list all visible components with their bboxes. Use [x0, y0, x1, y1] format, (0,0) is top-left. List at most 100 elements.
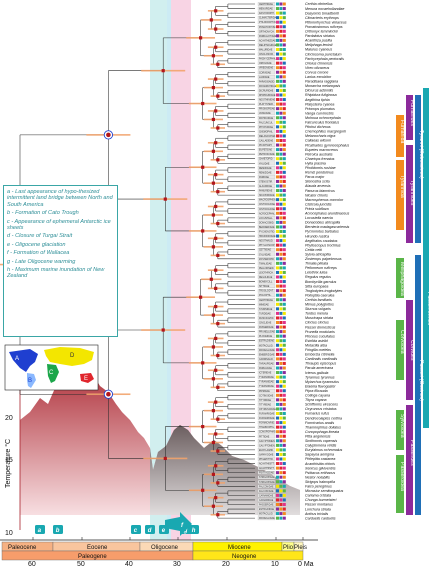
- family-label: STURNIDAE: [259, 308, 273, 311]
- range-square: [276, 61, 279, 65]
- range-square: [279, 102, 283, 106]
- range-square: [282, 311, 286, 315]
- range-square: [279, 93, 283, 97]
- taxon-label: Pitohui dichrous: [305, 125, 331, 129]
- range-square: [282, 448, 286, 452]
- range-square: [282, 266, 286, 270]
- taxon-label: Corvus corone: [305, 70, 328, 74]
- range-square: [282, 375, 286, 379]
- range-square: [282, 302, 286, 306]
- furnariides-bar: [406, 95, 413, 140]
- range-square: [276, 443, 279, 447]
- taxon-label: Strigops habroptila: [305, 480, 335, 484]
- family-label: PITTIDAE: [259, 435, 270, 438]
- taxon-label: Mimus polyglottos: [305, 303, 334, 307]
- range-square: [279, 166, 283, 170]
- map-label-a: A: [15, 356, 19, 362]
- range-square: [279, 170, 283, 174]
- taxon-row: EMBERIZIDAE Emberiza citrinella: [257, 352, 334, 357]
- range-square: [279, 225, 283, 229]
- furnariida-label: Furnariida: [399, 120, 405, 143]
- range-square: [276, 475, 279, 479]
- range-square: [282, 38, 286, 42]
- node-marker: [216, 417, 220, 421]
- family-box: [257, 302, 276, 307]
- family-box: [257, 252, 276, 257]
- passerides-bar: [406, 405, 413, 515]
- taxon-row: CORVIDAE Corvus corone: [257, 70, 328, 74]
- taxon-label: Ptilonorhynchus violaceus: [305, 20, 347, 24]
- family-box: [257, 457, 276, 461]
- range-square: [282, 88, 286, 92]
- range-square: [279, 175, 283, 179]
- family-label: PETROICIDAE: [259, 153, 275, 156]
- range-square: [276, 366, 279, 370]
- period-neogene-label: Neogene: [232, 554, 257, 560]
- range-square: [276, 339, 279, 343]
- taxon-label: Elaenia flavogaster: [305, 384, 336, 388]
- family-label: ACANTHISITT.: [259, 467, 275, 470]
- node-marker: [214, 109, 218, 113]
- family-box: [257, 352, 276, 357]
- taxon-row: PITOHUIDAE Pitohui dichrous: [257, 125, 331, 129]
- range-square: [282, 48, 286, 51]
- epoch-miocene-label: Miocene: [228, 545, 251, 551]
- taxon-label: Passer montanus: [305, 503, 333, 507]
- node-marker: [211, 245, 215, 249]
- range-square: [279, 343, 283, 347]
- range-square: [276, 230, 279, 233]
- range-square: [282, 371, 286, 375]
- taxon-row: CINCLIDAE Cinclus cinclus: [257, 321, 329, 325]
- family-label: LANIIDAE: [259, 76, 270, 79]
- family-label: TITYRIDAE: [259, 399, 271, 402]
- taxon-label: Hirundo rustica: [305, 234, 329, 238]
- family-box: [257, 207, 276, 211]
- node-marker: [214, 141, 218, 145]
- family-label: CONOPOPHAG.: [259, 431, 277, 434]
- range-square: [276, 452, 279, 456]
- range-square: [282, 330, 286, 334]
- taxon-label: Rhipidura fuliginosa: [305, 93, 337, 97]
- range-square: [282, 252, 286, 256]
- family-label: ZOSTEROPID.: [259, 259, 275, 261]
- range-square: [279, 25, 283, 29]
- family-box: [257, 366, 276, 370]
- taxon-row: ORIOLIDAE Oriolus chinensis: [257, 61, 333, 65]
- node-marker: [214, 304, 218, 309]
- family-box: [257, 56, 276, 61]
- family-box: [257, 357, 276, 361]
- range-square: [282, 434, 286, 438]
- taxon-label: Phylloscopus trochilus: [305, 243, 341, 247]
- node-marker: [216, 322, 220, 326]
- family-label: THRAUPIDAE: [259, 362, 274, 365]
- range-square: [282, 393, 286, 397]
- taxon-row: CARIAMIDAE Chunga burmeisteri: [257, 498, 337, 502]
- range-square: [279, 484, 283, 488]
- range-square: [279, 398, 283, 402]
- taxon-row: POMATOSTOM. Pomatostomus ruficeps: [257, 25, 343, 29]
- range-square: [279, 412, 283, 415]
- taxon-row: FALCONIDAE Micrastur semitorquatus: [257, 489, 344, 493]
- range-square: [276, 220, 279, 224]
- family-box: [257, 6, 276, 11]
- range-square: [282, 389, 286, 393]
- map-eurasia: [44, 347, 94, 366]
- taxon-label: Cettia cetti: [305, 248, 322, 252]
- taxon-label: Chaetops frenatus: [305, 157, 335, 161]
- taxon-row: PSITTACIDAE Psittacus erithacus: [257, 471, 335, 475]
- range-square: [282, 284, 286, 288]
- family-label: FURNARIIDAE: [259, 417, 275, 420]
- taxon-label: Pellorneum ruficeps: [305, 266, 337, 270]
- range-square: [276, 93, 279, 97]
- range-square: [279, 503, 283, 506]
- family-box: [257, 430, 276, 434]
- taxon-row: PETROICIDAE Petroica australis: [257, 152, 333, 156]
- range-square: [279, 79, 283, 83]
- family-box: [257, 443, 276, 448]
- taxon-row: PYCNONOTID. Pycnonotus barbatus: [257, 230, 339, 234]
- taxon-row: MOTACILLID. Anthus trivialis: [257, 512, 328, 516]
- world-map: A B C D E: [4, 344, 99, 391]
- epoch-bars: Paleocene Eocene Oligocene Miocene Plio …: [1, 541, 307, 561]
- range-square: [279, 34, 283, 38]
- range-square: [279, 289, 283, 293]
